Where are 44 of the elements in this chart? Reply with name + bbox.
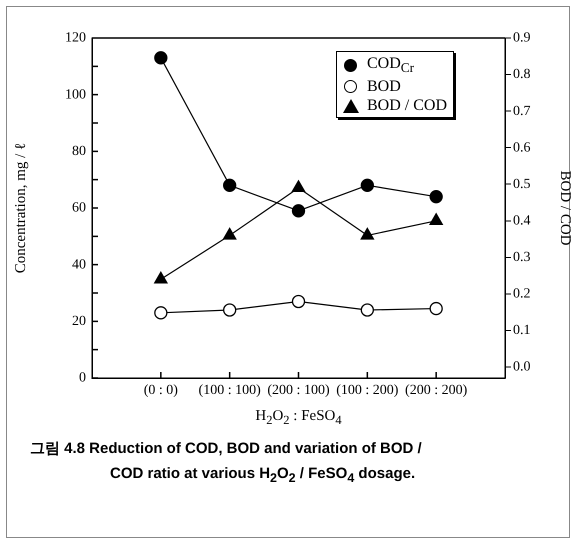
point bbox=[223, 178, 236, 192]
y-tick-label: 100 bbox=[65, 87, 86, 102]
y2-tick-label: 0.3 bbox=[513, 250, 530, 266]
y-tick-label: 40 bbox=[72, 257, 86, 272]
point bbox=[154, 272, 168, 284]
legend-label: BOD / COD bbox=[367, 96, 448, 116]
point bbox=[429, 213, 443, 225]
y2-tick-label: 0.1 bbox=[513, 323, 530, 338]
x-tick-label: (0 : 0) bbox=[144, 383, 178, 398]
point bbox=[360, 303, 374, 317]
y-axis-title: Concentration, mg / ℓ bbox=[12, 142, 29, 274]
point bbox=[430, 190, 443, 204]
point bbox=[154, 306, 168, 320]
x-tick-label: (100 : 100) bbox=[198, 383, 262, 398]
point bbox=[292, 180, 306, 192]
y2-tick-label: 0.4 bbox=[513, 213, 530, 228]
point bbox=[430, 302, 443, 316]
legend-label: COD$_{Cr}$ bbox=[367, 54, 414, 78]
x-tick-label: (100 : 200) bbox=[336, 383, 399, 398]
y2-tick-label: 0.8 bbox=[513, 67, 530, 82]
y2-tick-label: 0.5 bbox=[513, 176, 530, 192]
y-tick-label: 20 bbox=[72, 314, 86, 330]
x-tick-label: (200 : 100) bbox=[267, 383, 330, 398]
point bbox=[292, 294, 306, 308]
legend-label: BOD bbox=[367, 77, 401, 96]
y2-tick-label: 0.7 bbox=[513, 104, 530, 119]
x-axis-title: H$_{2}$O$_{2}$ : FeSO$_{4}$ bbox=[254, 408, 343, 428]
x-tick-label: (200 : 200) bbox=[405, 383, 468, 398]
y2-tick-label: 0.9 bbox=[513, 30, 530, 46]
point bbox=[292, 204, 306, 218]
caption: 그림 4.8 Reduction of COD, BOD and variation of BOD / COD ratio at various H$_{2}$O$_{2}$ / FeSO$_{4}$ dosage. bbox=[30, 439, 423, 487]
point bbox=[222, 228, 236, 240]
y2-tick-label: 0.6 bbox=[513, 140, 530, 156]
y2-tick-label: 0.2 bbox=[513, 286, 530, 302]
point bbox=[154, 51, 168, 64]
point bbox=[223, 303, 236, 317]
y2-tick-label: 0.0 bbox=[513, 360, 530, 375]
y-tick-label: 120 bbox=[65, 30, 86, 46]
y-tick-label: 80 bbox=[72, 144, 86, 160]
y-tick-label: 60 bbox=[72, 200, 86, 216]
y-tick-label: 0 bbox=[79, 370, 86, 386]
point bbox=[360, 228, 374, 240]
point bbox=[360, 178, 374, 192]
y2-axis-title: BOD / COD bbox=[557, 170, 574, 246]
